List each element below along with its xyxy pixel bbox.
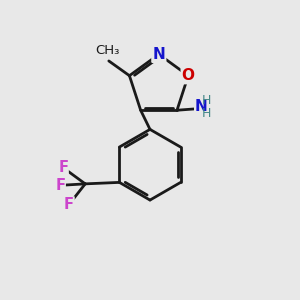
Text: F: F <box>55 178 65 193</box>
Text: H: H <box>202 107 211 120</box>
Text: F: F <box>58 160 68 175</box>
Text: F: F <box>64 197 74 212</box>
Text: CH₃: CH₃ <box>95 44 119 57</box>
Text: N: N <box>195 99 208 114</box>
Text: H: H <box>202 94 211 107</box>
Text: N: N <box>152 47 165 62</box>
Text: O: O <box>182 68 195 83</box>
